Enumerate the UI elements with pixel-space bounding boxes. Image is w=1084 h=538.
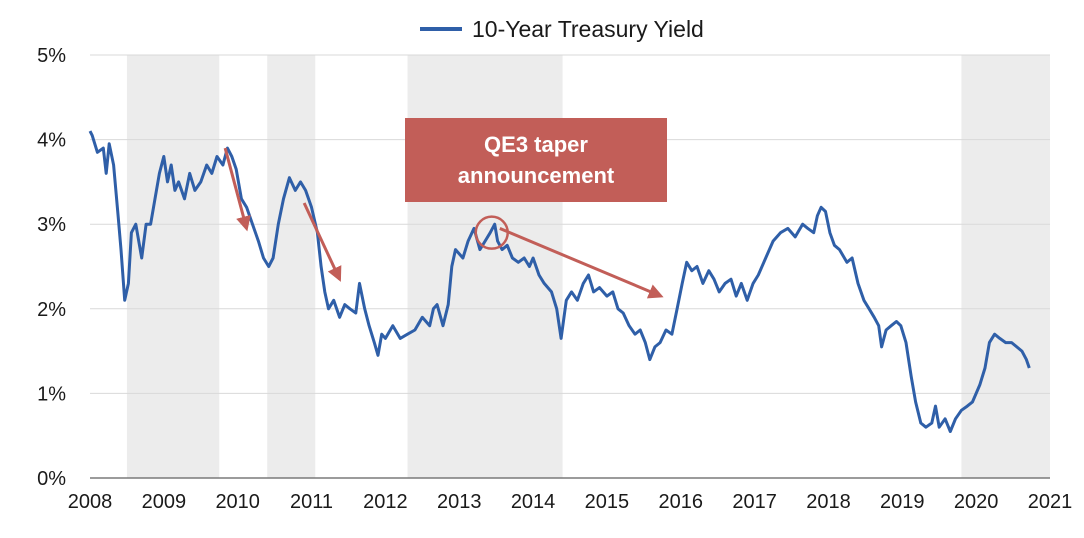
series-layer <box>88 130 1031 433</box>
x-tick-label: 2018 <box>806 491 851 513</box>
y-tick-label: 5% <box>37 45 66 67</box>
annotations-layer <box>223 147 664 299</box>
x-tick-label: 2011 <box>290 491 333 513</box>
legend: 10-Year Treasury Yield <box>420 12 704 46</box>
x-tick-label: 2010 <box>215 491 260 513</box>
x-tick-label: 2009 <box>142 491 187 513</box>
y-tick-label: 1% <box>37 383 66 405</box>
x-tick-label: 2012 <box>363 491 408 513</box>
legend-label: 10-Year Treasury Yield <box>472 15 704 42</box>
y-tick-label: 0% <box>37 468 66 490</box>
annotation-circle <box>474 215 509 250</box>
y-tick-label: 3% <box>37 214 66 236</box>
series-line <box>88 130 1031 433</box>
x-tick-label: 2014 <box>511 491 556 513</box>
y-axis-ticks: 0% 1% 2% 3% 4% 5% <box>37 45 66 490</box>
x-tick-label: 2008 <box>68 491 113 513</box>
x-axis-ticks: 2008 2009 2010 2011 2012 2013 2014 2015 2016 2017… <box>68 491 1073 513</box>
x-tick-label: 2021 <box>1028 491 1073 513</box>
annotation-arrow <box>223 147 251 232</box>
shaded-period <box>267 55 316 478</box>
qe3-taper-annotation-box: QE3 taper announcement <box>405 118 667 202</box>
x-tick-label: 2015 <box>585 491 630 513</box>
x-tick-label: 2019 <box>880 491 925 513</box>
x-tick-label: 2016 <box>659 491 704 513</box>
annotation-arrow <box>499 227 664 299</box>
y-tick-label: 4% <box>37 130 66 152</box>
shaded-period <box>961 55 1050 478</box>
shaded-period <box>126 55 220 478</box>
x-tick-label: 2013 <box>437 491 482 513</box>
annotation-arrow <box>302 202 342 282</box>
x-tick-label: 2020 <box>954 491 999 513</box>
x-tick-label: 2017 <box>732 491 777 513</box>
legend-swatch <box>420 27 462 31</box>
y-tick-label: 2% <box>37 299 66 321</box>
